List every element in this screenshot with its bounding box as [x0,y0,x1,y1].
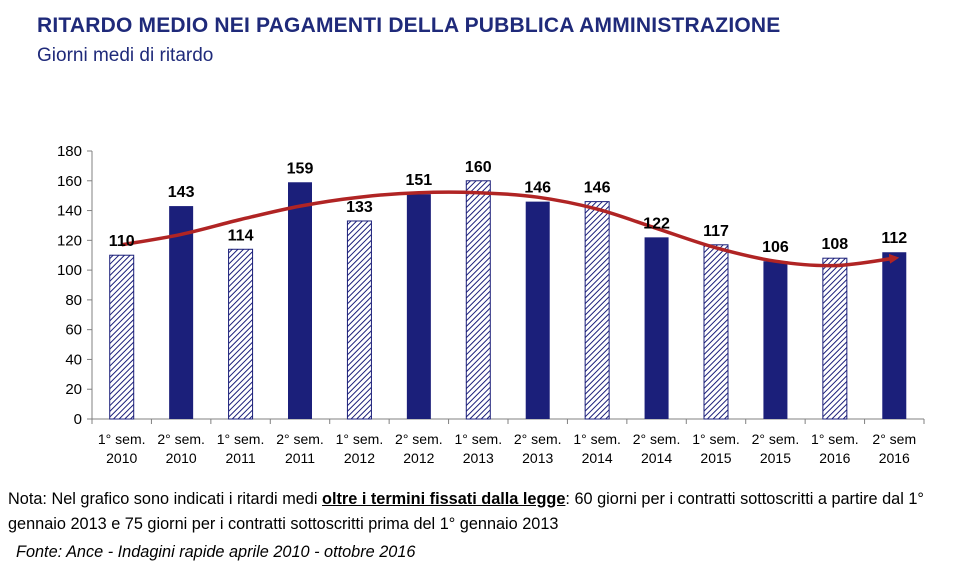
x-tick-label-year: 2012 [344,450,375,466]
note-suffix: : 60 giorni per i contratti sottoscritti… [8,490,924,533]
data-label: 117 [703,223,729,240]
bar [644,237,669,419]
x-tick-label: 1° sem. [454,431,502,447]
data-label: 160 [465,159,492,176]
x-axis-labels: 1° sem. 2010 2° sem. 2010 1° sem. 2011 2° sem.… [98,431,916,466]
data-labels: 110 143 114 159 133 151 160 146 146 122 117 106 108 1… [109,159,907,256]
x-tick-label-year: 2011 [285,450,315,466]
trend-curve [121,190,900,268]
y-tick-label: 180 [57,143,82,160]
y-tick-label: 20 [65,381,82,398]
bar-chart: 0 20 40 60 80 100 120 140 160 180 110 143 114 159 133… [57,143,925,466]
x-tick-label: 2° sem. [276,431,324,447]
y-tick-label: 100 [57,262,82,279]
x-tick-label-year: 2010 [106,450,137,466]
note-prefix: Nota: Nel grafico sono indicati i ritard… [8,490,323,508]
bar [882,252,907,419]
bar [822,257,848,420]
x-tick-label-year: 2015 [760,450,791,466]
x-tick-label: 2° sem. [157,431,205,447]
data-label: 108 [822,236,849,253]
x-tick-label-year: 2014 [641,450,672,466]
trend-line [121,190,900,268]
bar [288,182,312,419]
data-label: 151 [406,172,433,189]
x-tick-label-year: 2015 [700,450,731,466]
x-tick-label: 2° sem. [395,431,443,447]
bar [763,261,788,419]
y-tick-label: 160 [57,173,82,190]
x-tick-label-year: 2012 [403,450,434,466]
x-tick-label-year: 2016 [819,450,850,466]
x-tick-label: 2° sem. [752,431,800,447]
bar [346,220,372,420]
x-tick-label: 1° sem. [336,431,384,447]
x-tick-label: 1° sem. [692,431,740,447]
bar [169,206,194,419]
data-label: 122 [643,215,670,232]
bar [406,194,431,419]
bar [228,248,254,420]
x-tick-label: 1° sem. [217,431,265,447]
y-tick-label: 140 [57,203,82,220]
y-tick-label: 120 [57,232,82,249]
bar [703,244,729,420]
data-label: 159 [287,160,314,177]
data-label: 146 [584,180,611,197]
x-tick-label: 1° sem. [811,431,859,447]
data-label: 133 [346,199,373,216]
x-tick-label-year: 2016 [879,450,910,466]
y-tick-label: 40 [65,351,82,368]
data-label: 114 [228,227,254,244]
data-label: 106 [762,239,789,256]
x-tick-label: 1° sem. [98,431,146,447]
data-label: 146 [524,180,551,197]
x-tick-label: 2° sem. [514,431,562,447]
x-tick-label: 2° sem [872,431,916,447]
bar [109,254,135,420]
chart-subtitle: Giorni medi di ritardo [37,45,214,66]
x-tick-label-year: 2013 [463,450,494,466]
y-tick-label: 80 [65,292,82,309]
note-emphasis: oltre i termini fissati dalla legge [322,490,566,508]
chart-source: Fonte: Ance - Indagini rapide aprile 201… [16,543,416,561]
y-tick-label: 0 [74,411,82,428]
bars [109,180,907,420]
x-tick-label: 1° sem. [573,431,621,447]
x-tick-label-year: 2013 [522,450,553,466]
data-label: 110 [109,233,135,250]
x-tick-label: 2° sem. [633,431,681,447]
bar [465,180,491,420]
bar [525,201,550,419]
chart-title: RITARDO MEDIO NEI PAGAMENTI DELLA PUBBLI… [37,14,781,37]
bar [584,201,610,420]
chart-note: Nota: Nel grafico sono indicati i ritard… [8,487,956,537]
x-tick-label-year: 2014 [582,450,613,466]
data-label: 112 [881,230,907,247]
data-label: 143 [168,184,195,201]
x-tick-label-year: 2010 [166,450,197,466]
x-tick-label-year: 2011 [226,450,256,466]
y-tick-label: 60 [65,322,82,339]
